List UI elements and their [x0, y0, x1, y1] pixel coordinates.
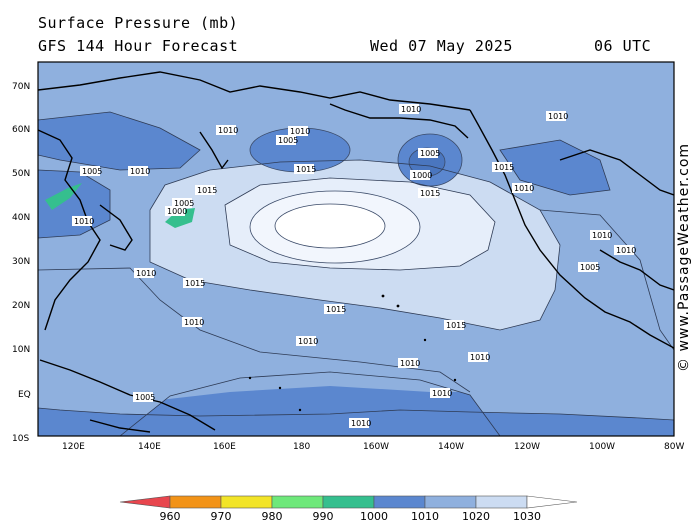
- isobar-label: 1015: [296, 165, 316, 174]
- legend-swatch: [220, 495, 273, 509]
- isobar-label: 1010: [514, 184, 534, 193]
- lat-label: 20N: [12, 301, 30, 311]
- isobar-label: 1005: [278, 136, 298, 145]
- isobar-label: 1010: [136, 269, 156, 278]
- low-north-band: [38, 112, 200, 170]
- lon-label: 140E: [138, 442, 161, 452]
- isobar-label: 1010: [74, 217, 94, 226]
- legend-label: 1030: [513, 510, 541, 523]
- isobar-label: 1010: [400, 359, 420, 368]
- lat-label: 70N: [12, 82, 30, 92]
- isobar-label: 1010: [130, 167, 150, 176]
- legend-swatch: [271, 495, 324, 509]
- isobar-label: 1010: [432, 389, 452, 398]
- isobar-label: 1010: [351, 419, 371, 428]
- isobar-label: 1010: [298, 337, 318, 346]
- isobar-label: 1015: [446, 321, 466, 330]
- isobar-label: 1005: [420, 149, 440, 158]
- isobar-label: 1010: [218, 126, 238, 135]
- isobar-label: 1015: [326, 305, 346, 314]
- legend-high-arrow: [526, 495, 578, 509]
- isobar-label: 1005: [82, 167, 102, 176]
- isobar-label: 1005: [135, 393, 155, 402]
- band-1010-tongue: [38, 268, 470, 400]
- lon-label: 120E: [62, 442, 85, 452]
- isobar-label: 1005: [580, 263, 600, 272]
- legend-label: 1020: [462, 510, 490, 523]
- lat-label: 50N: [12, 169, 30, 179]
- legend-swatch: [475, 495, 528, 509]
- legend-label: 1010: [411, 510, 439, 523]
- lat-label: EQ: [18, 390, 31, 400]
- lat-label: 60N: [12, 125, 30, 135]
- lat-axis: 70N 60N 50N 40N 30N 20N 10N EQ 10S: [12, 82, 31, 444]
- legend-low-arrow: [119, 495, 171, 509]
- legend-label: 1000: [360, 510, 388, 523]
- lat-label: 10S: [12, 434, 29, 444]
- map-frame: [37, 61, 675, 437]
- legend-swatch: [322, 495, 375, 509]
- legend-swatch: [373, 495, 426, 509]
- lat-label: 40N: [12, 213, 30, 223]
- watermark: © www.PassageWeather.com: [676, 142, 692, 372]
- isobar-label: 1010: [548, 112, 568, 121]
- header-title: Surface Pressure (mb): [38, 14, 239, 32]
- legend-label: 960: [160, 510, 181, 523]
- legend-label: 990: [313, 510, 334, 523]
- legend-swatch: [424, 495, 477, 509]
- lon-axis: 120E 140E 160E 180 160W 140W 120W 100W 8…: [62, 442, 684, 452]
- pressure-field: 1010 1015 1005 1000 1010 1015 1010 1005 …: [38, 62, 674, 436]
- isobar-label: 1000: [167, 207, 187, 216]
- isobar-label: 1005: [174, 199, 194, 208]
- isobar-label: 1015: [185, 279, 205, 288]
- isobar-labels: 1010 1015 1005 1000 1010 1015 1010 1005 …: [72, 104, 636, 428]
- isobar-label: 1000: [412, 171, 432, 180]
- header-time: 06 UTC: [594, 37, 652, 55]
- legend-label: 980: [262, 510, 283, 523]
- lon-label: 160E: [213, 442, 236, 452]
- lat-label: 10N: [12, 345, 30, 355]
- legend-swatch: [169, 495, 222, 509]
- isobar-label: 1015: [197, 186, 217, 195]
- isobar-label: 1010: [470, 353, 490, 362]
- lon-label: 160W: [363, 442, 389, 452]
- header-date: Wed 07 May 2025: [370, 37, 513, 55]
- isobar-label: 1015: [420, 189, 440, 198]
- isobar-label: 1015: [494, 163, 514, 172]
- legend-label: 970: [211, 510, 232, 523]
- legend-bar: 960 970 980 990 1000 1010 1020 1030: [119, 495, 578, 523]
- isobar-label: 1010: [592, 231, 612, 240]
- low-na-coast: [500, 140, 610, 195]
- lon-label: 120W: [514, 442, 540, 452]
- isobar-label: 1010: [290, 127, 310, 136]
- isobar-label: 1010: [616, 246, 636, 255]
- lon-label: 100W: [589, 442, 615, 452]
- lon-label: 80W: [664, 442, 684, 452]
- high-core-inner: [274, 203, 386, 249]
- lon-label: 180: [293, 442, 310, 452]
- isobar-label: 1010: [401, 105, 421, 114]
- lat-label: 30N: [12, 257, 30, 267]
- isobar-label: 1010: [184, 318, 204, 327]
- islands: [248, 294, 457, 412]
- header-forecast: GFS 144 Hour Forecast: [38, 37, 239, 55]
- lon-label: 140W: [438, 442, 464, 452]
- low-kuril: [165, 208, 195, 228]
